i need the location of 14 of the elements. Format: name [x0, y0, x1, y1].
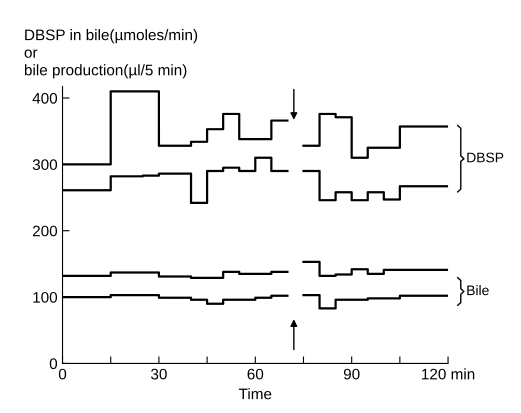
text: Bile	[467, 285, 489, 296]
x-tick-label: 60	[248, 368, 264, 380]
x-tick-label: 120 min	[422, 368, 474, 380]
y-tick-label: 300	[32, 159, 58, 170]
x-axis-title: Time	[238, 388, 272, 400]
y-tick-label: 100	[33, 292, 58, 303]
y-tick-label: 400	[32, 92, 58, 104]
x-tick-label: 90	[344, 368, 360, 380]
x-tick-label: 30	[150, 368, 167, 380]
y-tick-label: 200	[32, 226, 58, 236]
x-tick-label: 0	[58, 368, 66, 380]
y-tick-label: 0	[50, 358, 58, 370]
y-axis-title: DBSP in bile(µmoles/min) or bile production(µl/5 min)	[24, 29, 198, 78]
text: DBSP	[467, 152, 504, 162]
